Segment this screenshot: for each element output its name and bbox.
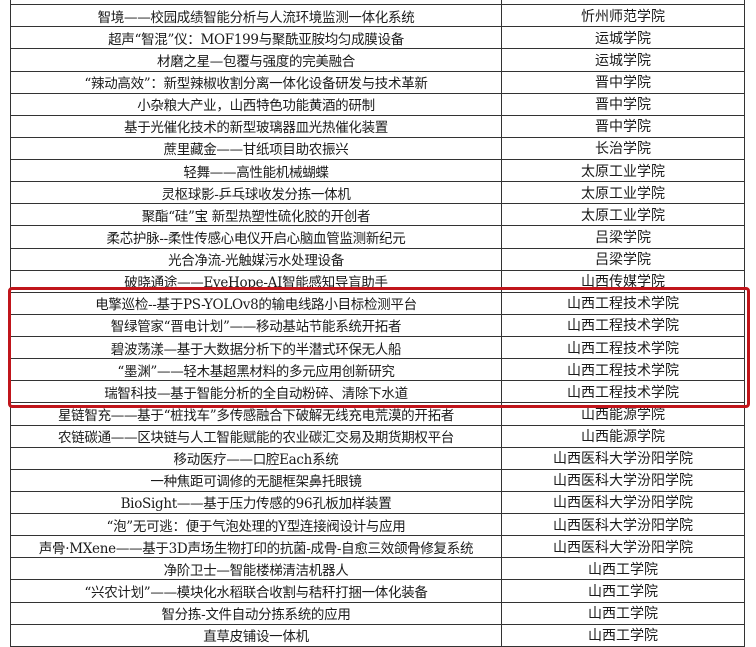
school-cell: 太原工业学院 bbox=[581, 185, 665, 202]
table-row: 灵枢球影-乒乓球收发分拣一体机 太原工业学院 bbox=[10, 182, 745, 205]
award-table: 智境——校园成绩智能分析与人流环境监测一体化系统 忻州师范学院超声“智混”仪：MO… bbox=[10, 0, 745, 647]
table-row: 蔗里藏金——甘纸项目助农振兴 长治学院 bbox=[10, 137, 745, 160]
table-row: 净阶卫士—智能楼梯清洁机器人 山西工学院 bbox=[10, 558, 745, 581]
table-row: 移动医疗——口腔Each系统 山西医科大学汾阳学院 bbox=[10, 447, 745, 470]
school-cell: 运城学院 bbox=[595, 30, 651, 47]
project-name-cell: 蔗里藏金——甘纸项目助农振兴 bbox=[11, 137, 502, 159]
table-row: 破晓通途——EyeHope-AI智能感知导盲助手 山西传媒学院 bbox=[10, 270, 745, 293]
school-cell: 山西传媒学院 bbox=[581, 274, 665, 291]
table-row: 光合净流-光触媒污水处理设备 吕梁学院 bbox=[10, 248, 745, 271]
table-row bbox=[10, 0, 745, 6]
table-row: 直草皮铺设一体机 山西工学院 bbox=[10, 624, 745, 647]
table-row: 轻舞——高性能机械蝴蝶 太原工业学院 bbox=[10, 160, 745, 183]
project-name-cell: 破晓通途——EyeHope-AI智能感知导盲助手 bbox=[11, 270, 502, 292]
table-row: 超声“智混”仪：MOF199与聚酰亚胺均匀成膜设备 运城学院 bbox=[10, 27, 745, 50]
project-name-cell: 直草皮铺设一体机 bbox=[11, 624, 502, 646]
school-cell: 山西工程技术学院 bbox=[567, 296, 679, 313]
school-cell: 山西工学院 bbox=[588, 606, 658, 623]
table-row: 一种焦距可调修的无腿框架鼻托眼镜 山西医科大学汾阳学院 bbox=[10, 469, 745, 492]
project-name-cell: 材磨之星—包覆与强度的完美融合 bbox=[11, 49, 502, 71]
school-cell: 山西医科大学汾阳学院 bbox=[553, 539, 693, 556]
project-name-cell: 声骨·MXene——基于3D声场生物打印的抗菌-成骨-自愈三效颌骨修复系统 bbox=[11, 536, 502, 558]
school-cell: 山西工程技术学院 bbox=[567, 340, 679, 357]
project-name-cell: “墨渊”——轻木基超黑材料的多元应用创新研究 bbox=[11, 359, 502, 381]
project-name-cell: 电擎巡检--基于PS-YOLOv8的输电线路小目标检测平台 bbox=[11, 292, 502, 314]
table-row: 电擎巡检--基于PS-YOLOv8的输电线路小目标检测平台 山西工程技术学院 bbox=[10, 292, 745, 315]
project-name-cell: 星链智充——基于“桩找车”多传感融合下破解无线充电荒漠的开拓者 bbox=[11, 403, 502, 425]
project-name-cell: 移动医疗——口腔Each系统 bbox=[11, 447, 502, 469]
school-cell: 山西工学院 bbox=[588, 561, 658, 578]
school-cell: 山西工程技术学院 bbox=[567, 362, 679, 379]
table-row: 小杂粮大产业，山西特色功能黄酒的研制 晋中学院 bbox=[10, 93, 745, 116]
school-cell: 吕梁学院 bbox=[595, 229, 651, 246]
table-row: 星链智充——基于“桩找车”多传感融合下破解无线充电荒漠的开拓者 山西能源学院 bbox=[10, 403, 745, 426]
project-name-cell: 智绿管家“晋电计划”——移动基站节能系统开拓者 bbox=[11, 314, 502, 336]
project-name-cell: 超声“智混”仪：MOF199与聚酰亚胺均匀成膜设备 bbox=[11, 27, 502, 49]
table-row: “辣动高效”：新型辣椒收割分离一体化设备研发与技术革新 晋中学院 bbox=[10, 71, 745, 94]
school-cell: 山西工学院 bbox=[588, 583, 658, 600]
project-name-cell: 聚酯“硅”宝 新型热塑性硫化胶的开创者 bbox=[11, 204, 502, 226]
project-name-cell: 小杂粮大产业，山西特色功能黄酒的研制 bbox=[11, 93, 502, 115]
table-row: “墨渊”——轻木基超黑材料的多元应用创新研究 山西工程技术学院 bbox=[10, 359, 745, 382]
school-cell: 山西能源学院 bbox=[581, 406, 665, 423]
school-cell: 晋中学院 bbox=[595, 75, 651, 92]
project-name-cell: 农链碳通——区块链与人工智能赋能的农业碳汇交易及期货期权平台 bbox=[11, 425, 502, 447]
project-name-cell: 智分拣-文件自动分拣系统的应用 bbox=[11, 602, 502, 624]
project-name-cell: 碧波荡漾—基于大数据分析下的半潜式环保无人船 bbox=[11, 337, 502, 359]
table-row: 智分拣-文件自动分拣系统的应用 山西工学院 bbox=[10, 602, 745, 625]
table-row: 柔芯护脉--柔性传感心电仪开启心脑血管监测新纪元 吕梁学院 bbox=[10, 226, 745, 249]
school-cell: 运城学院 bbox=[595, 52, 651, 69]
school-cell: 太原工业学院 bbox=[581, 163, 665, 180]
school-cell: 山西医科大学汾阳学院 bbox=[553, 451, 693, 468]
school-cell: 长治学院 bbox=[595, 141, 651, 158]
project-name-cell: 轻舞——高性能机械蝴蝶 bbox=[11, 160, 502, 182]
table-row: 聚酯“硅”宝 新型热塑性硫化胶的开创者 太原工业学院 bbox=[10, 204, 745, 227]
school-cell: 晋中学院 bbox=[595, 119, 651, 136]
project-name-cell: 基于光催化技术的新型玻璃器皿光热催化装置 bbox=[11, 115, 502, 137]
school-cell: 忻州师范学院 bbox=[581, 8, 665, 25]
project-name-cell: 柔芯护脉--柔性传感心电仪开启心脑血管监测新纪元 bbox=[11, 226, 502, 248]
school-cell bbox=[502, 0, 744, 4]
project-name-cell: “泡”无可逃：便于气泡处理的Y型连接阀设计与应用 bbox=[11, 514, 502, 536]
table-row: BioSight——基于压力传感的96孔板加样装置 山西医科大学汾阳学院 bbox=[10, 491, 745, 514]
table-row: 农链碳通——区块链与人工智能赋能的农业碳汇交易及期货期权平台 山西能源学院 bbox=[10, 425, 745, 448]
school-cell: 吕梁学院 bbox=[595, 252, 651, 269]
table-row: 声骨·MXene——基于3D声场生物打印的抗菌-成骨-自愈三效颌骨修复系统 山西医… bbox=[10, 536, 745, 559]
school-cell: 山西医科大学汾阳学院 bbox=[553, 495, 693, 512]
table-row: 碧波荡漾—基于大数据分析下的半潜式环保无人船 山西工程技术学院 bbox=[10, 337, 745, 360]
table-row: 瑞智科技—基于智能分析的全自动粉碎、清除下水道 山西工程技术学院 bbox=[10, 381, 745, 404]
table-row: 材磨之星—包覆与强度的完美融合 运城学院 bbox=[10, 49, 745, 72]
school-cell: 山西医科大学汾阳学院 bbox=[553, 517, 693, 534]
project-name-cell: 智境——校园成绩智能分析与人流环境监测一体化系统 bbox=[11, 5, 502, 27]
project-name-cell: 净阶卫士—智能楼梯清洁机器人 bbox=[11, 558, 502, 580]
school-cell: 山西工学院 bbox=[588, 628, 658, 645]
project-name-cell: “兴农计划”——模块化水稻联合收割与秸秆打捆一体化装备 bbox=[11, 580, 502, 602]
table-row: “兴农计划”——模块化水稻联合收割与秸秆打捆一体化装备 山西工学院 bbox=[10, 580, 745, 603]
school-cell: 山西医科大学汾阳学院 bbox=[553, 473, 693, 490]
project-name-cell: 灵枢球影-乒乓球收发分拣一体机 bbox=[11, 182, 502, 204]
school-cell: 太原工业学院 bbox=[581, 207, 665, 224]
project-name-cell: 光合净流-光触媒污水处理设备 bbox=[11, 248, 502, 270]
project-name-cell bbox=[11, 0, 502, 5]
school-cell: 山西工程技术学院 bbox=[567, 318, 679, 335]
table-row: 智绿管家“晋电计划”——移动基站节能系统开拓者 山西工程技术学院 bbox=[10, 314, 745, 337]
project-name-cell: BioSight——基于压力传感的96孔板加样装置 bbox=[11, 491, 502, 513]
table-row: 基于光催化技术的新型玻璃器皿光热催化装置 晋中学院 bbox=[10, 115, 745, 138]
project-name-cell: “辣动高效”：新型辣椒收割分离一体化设备研发与技术革新 bbox=[11, 71, 502, 93]
table-row: “泡”无可逃：便于气泡处理的Y型连接阀设计与应用 山西医科大学汾阳学院 bbox=[10, 514, 745, 537]
project-name-cell: 一种焦距可调修的无腿框架鼻托眼镜 bbox=[11, 469, 502, 491]
school-cell: 山西能源学院 bbox=[581, 429, 665, 446]
school-cell: 山西工程技术学院 bbox=[567, 384, 679, 401]
table-row: 智境——校园成绩智能分析与人流环境监测一体化系统 忻州师范学院 bbox=[10, 5, 745, 28]
project-name-cell: 瑞智科技—基于智能分析的全自动粉碎、清除下水道 bbox=[11, 381, 502, 403]
school-cell: 晋中学院 bbox=[595, 97, 651, 114]
